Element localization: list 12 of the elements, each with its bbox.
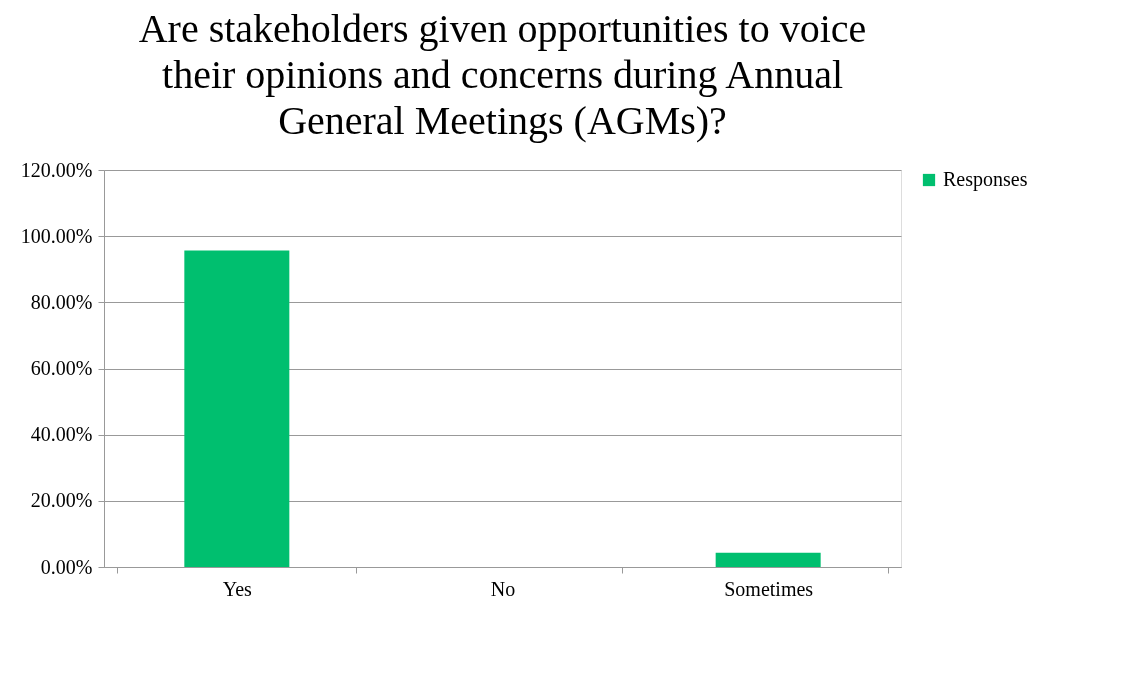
x-tick-label: Sometimes — [724, 577, 814, 600]
y-tick-label: 120.00% — [20, 158, 93, 181]
y-tick-label: 100.00% — [20, 224, 93, 247]
y-tick-label: 0.00% — [40, 555, 93, 578]
y-tick-label: 40.00% — [30, 423, 93, 446]
legend-label: Responses — [943, 168, 1028, 191]
x-tick-label: Yes — [222, 577, 253, 600]
y-tick-label: 80.00% — [30, 290, 93, 313]
x-tick-label: No — [490, 577, 516, 600]
y-tick-label: 60.00% — [30, 357, 93, 379]
chart-title: Are stakeholders given opportunities to voice their opinions and concerns during Annual General Meetings (AGMs)? — [138, 6, 867, 143]
y-tick-label: 20.00% — [30, 489, 93, 512]
